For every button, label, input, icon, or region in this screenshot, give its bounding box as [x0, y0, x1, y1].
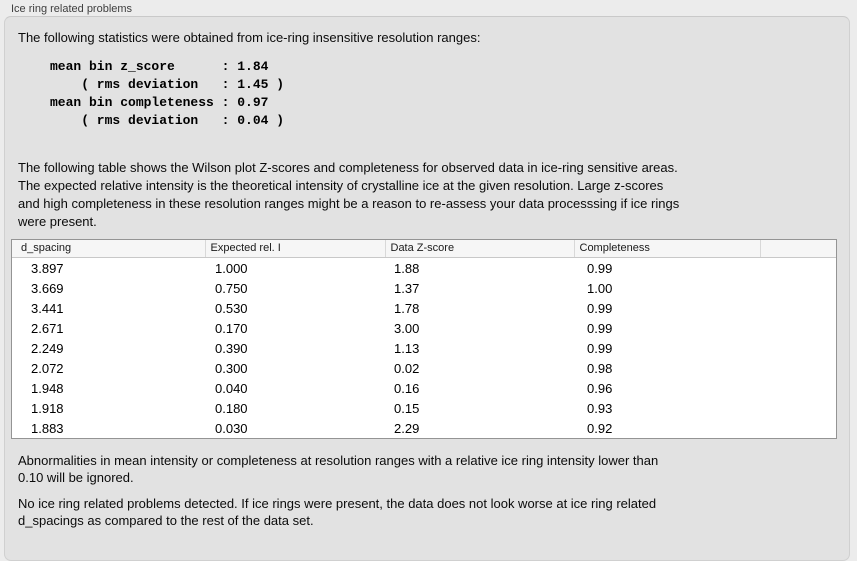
description-text: The following table shows the Wilson plo… [18, 160, 680, 229]
table-header-row: d_spacing Expected rel. I Data Z-score C… [12, 240, 836, 258]
cell-completeness: 0.99 [587, 340, 613, 356]
table-row[interactable]: 3.441 0.530 1.78 0.99 [12, 298, 836, 318]
table-row[interactable]: 2.072 0.300 0.02 0.98 [12, 358, 836, 378]
cell-d-spacing: 3.897 [31, 260, 64, 276]
result-note: No ice ring related problems detected. I… [18, 496, 657, 528]
cell-d-spacing: 1.883 [31, 420, 64, 436]
cell-expected-rel-i: 0.750 [215, 280, 248, 296]
table-row[interactable]: 1.883 0.030 2.29 0.92 [12, 418, 836, 438]
cell-completeness: 0.98 [587, 360, 613, 376]
cell-d-spacing: 3.441 [31, 300, 64, 316]
column-header-empty [759, 240, 836, 258]
cell-data-z-score: 0.02 [394, 360, 420, 376]
table-row[interactable]: 3.897 1.000 1.88 0.99 [12, 258, 836, 279]
cell-expected-rel-i: 0.030 [215, 420, 248, 436]
cell-completeness: 1.00 [587, 280, 613, 296]
table-row[interactable]: 1.918 0.180 0.15 0.93 [12, 398, 836, 418]
cell-completeness: 0.96 [587, 380, 613, 396]
cell-data-z-score: 1.88 [394, 260, 420, 276]
cell-data-z-score: 1.78 [394, 300, 420, 316]
cell-data-z-score: 1.37 [394, 280, 420, 296]
cell-completeness: 0.99 [587, 260, 613, 276]
cell-d-spacing: 2.249 [31, 340, 64, 356]
cell-data-z-score: 1.13 [394, 340, 420, 356]
ice-ring-group-box: The following statistics were obtained f… [4, 16, 850, 561]
column-header-data-z-score[interactable]: Data Z-score [384, 240, 574, 258]
column-header-expected-rel-i[interactable]: Expected rel. I [204, 240, 385, 258]
cell-completeness: 0.99 [587, 300, 613, 316]
ice-ring-table: d_spacing Expected rel. I Data Z-score C… [12, 240, 836, 438]
ignore-note: Abnormalities in mean intensity or compl… [18, 453, 659, 485]
column-header-completeness[interactable]: Completeness [573, 240, 760, 258]
cell-data-z-score: 3.00 [394, 320, 420, 336]
cell-d-spacing: 2.671 [31, 320, 64, 336]
table-row[interactable]: 2.249 0.390 1.13 0.99 [12, 338, 836, 358]
table-row[interactable]: 3.669 0.750 1.37 1.00 [12, 278, 836, 298]
cell-completeness: 0.93 [587, 400, 613, 416]
stats-block: mean bin z_score : 1.84 ( rms deviation … [50, 59, 285, 128]
cell-completeness: 0.99 [587, 320, 613, 336]
cell-d-spacing: 1.948 [31, 380, 64, 396]
cell-d-spacing: 3.669 [31, 280, 64, 296]
cell-d-spacing: 1.918 [31, 400, 64, 416]
cell-expected-rel-i: 1.000 [215, 260, 248, 276]
panel-title: Ice ring related problems [11, 3, 133, 15]
cell-data-z-score: 2.29 [394, 420, 420, 436]
cell-completeness: 0.92 [587, 420, 613, 436]
cell-expected-rel-i: 0.040 [215, 380, 248, 396]
cell-expected-rel-i: 0.530 [215, 300, 248, 316]
cell-expected-rel-i: 0.300 [215, 360, 248, 376]
table-row[interactable]: 1.948 0.040 0.16 0.96 [12, 378, 836, 398]
intro-text: The following statistics were obtained f… [18, 30, 481, 45]
cell-expected-rel-i: 0.390 [215, 340, 248, 356]
column-header-d-spacing[interactable]: d_spacing [12, 240, 205, 258]
cell-data-z-score: 0.15 [394, 400, 420, 416]
cell-d-spacing: 2.072 [31, 360, 64, 376]
ice-ring-table-container: d_spacing Expected rel. I Data Z-score C… [11, 239, 837, 439]
table-row[interactable]: 2.671 0.170 3.00 0.99 [12, 318, 836, 338]
cell-data-z-score: 0.16 [394, 380, 420, 396]
cell-expected-rel-i: 0.180 [215, 400, 248, 416]
cell-expected-rel-i: 0.170 [215, 320, 248, 336]
